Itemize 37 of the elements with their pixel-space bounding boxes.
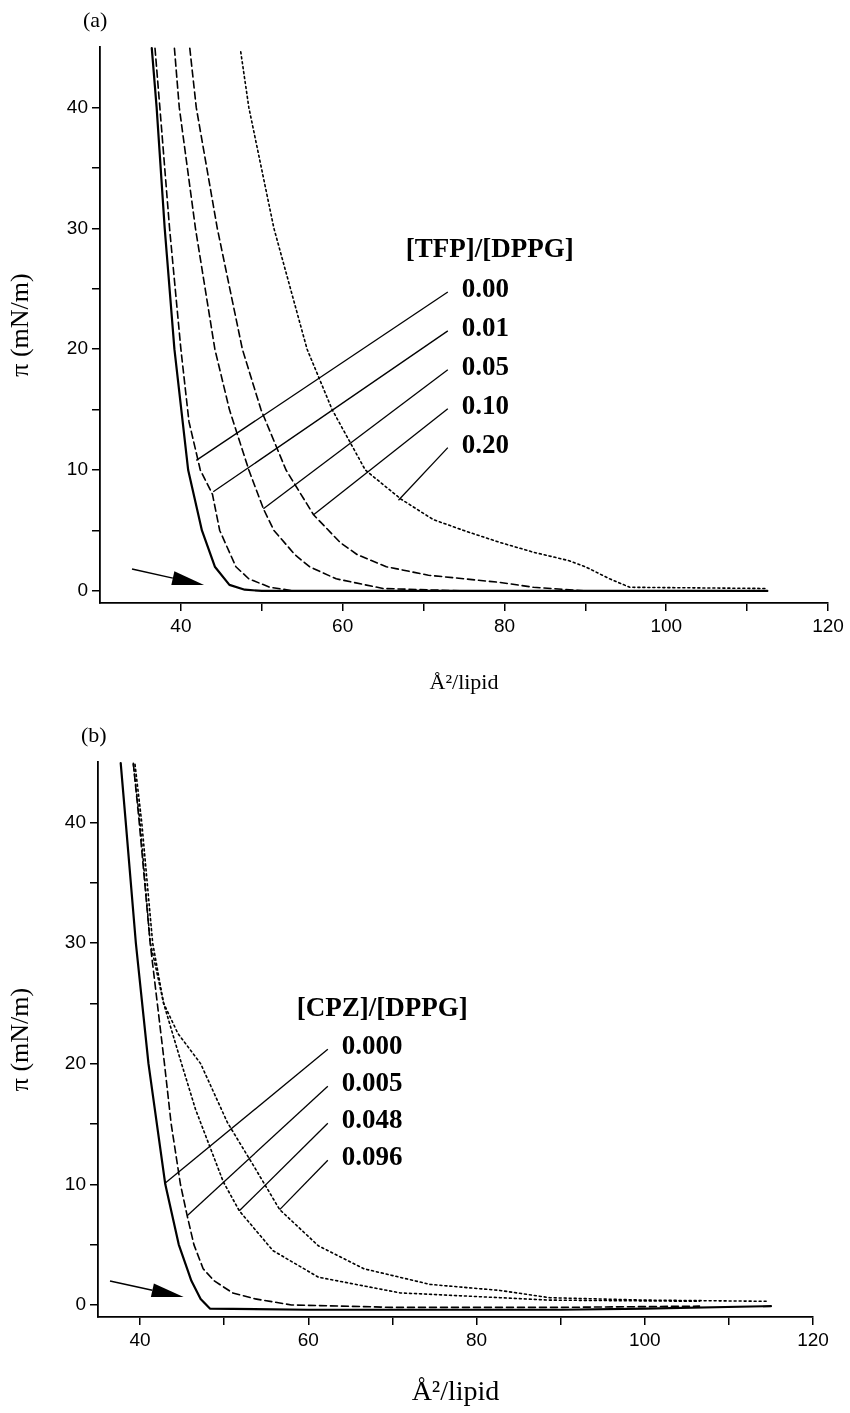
x-tick-label: 80 [493, 614, 516, 636]
x-tick-label: 100 [628, 1328, 661, 1350]
chart-title: (b) [81, 721, 107, 747]
annotation: 0.20 [461, 428, 510, 459]
annotation: 0.048 [341, 1104, 403, 1135]
annotation: 0.00 [461, 272, 510, 303]
legend-title: [CPZ]/[DPPG] [296, 991, 468, 1022]
x-tick-label: 40 [129, 1328, 151, 1350]
y-tick-label: 30 [64, 931, 86, 953]
y-axis-title: π (mN/m) [5, 987, 35, 1092]
y-tick-label: 40 [66, 95, 88, 117]
x-tick-label: 40 [170, 614, 192, 636]
x-tick-label: 80 [465, 1328, 488, 1350]
y-tick-label: 30 [66, 216, 88, 238]
annotation: 0.01 [461, 311, 510, 342]
legend-title: [TFP]/[DPPG] [405, 232, 574, 263]
y-axis-title: π (mN/m) [5, 273, 35, 377]
x-tick-label: 60 [297, 1328, 319, 1350]
x-tick-label: 100 [650, 614, 683, 636]
y-tick-label: 0 [77, 579, 88, 601]
x-tick-label: 120 [812, 614, 844, 636]
y-tick-label: 20 [64, 1051, 86, 1073]
y-tick-label: 20 [66, 337, 88, 359]
y-tick-label: 10 [66, 458, 88, 480]
y-tick-label: 0 [75, 1293, 86, 1315]
annotation: 0.05 [461, 350, 510, 381]
x-tick-label: 60 [332, 614, 354, 636]
annotation: 0.005 [341, 1067, 403, 1098]
x-axis-title: Å²/lipid [429, 668, 499, 694]
x-tick-label: 120 [797, 1328, 829, 1350]
annotation: 0.096 [341, 1141, 403, 1172]
y-tick-label: 40 [64, 810, 86, 832]
y-tick-label: 10 [64, 1172, 86, 1194]
annotation: 0.10 [461, 389, 510, 420]
annotation: 0.000 [341, 1030, 403, 1061]
x-axis-title: Å²/lipid [411, 1374, 500, 1406]
chart-title: (a) [83, 6, 108, 32]
